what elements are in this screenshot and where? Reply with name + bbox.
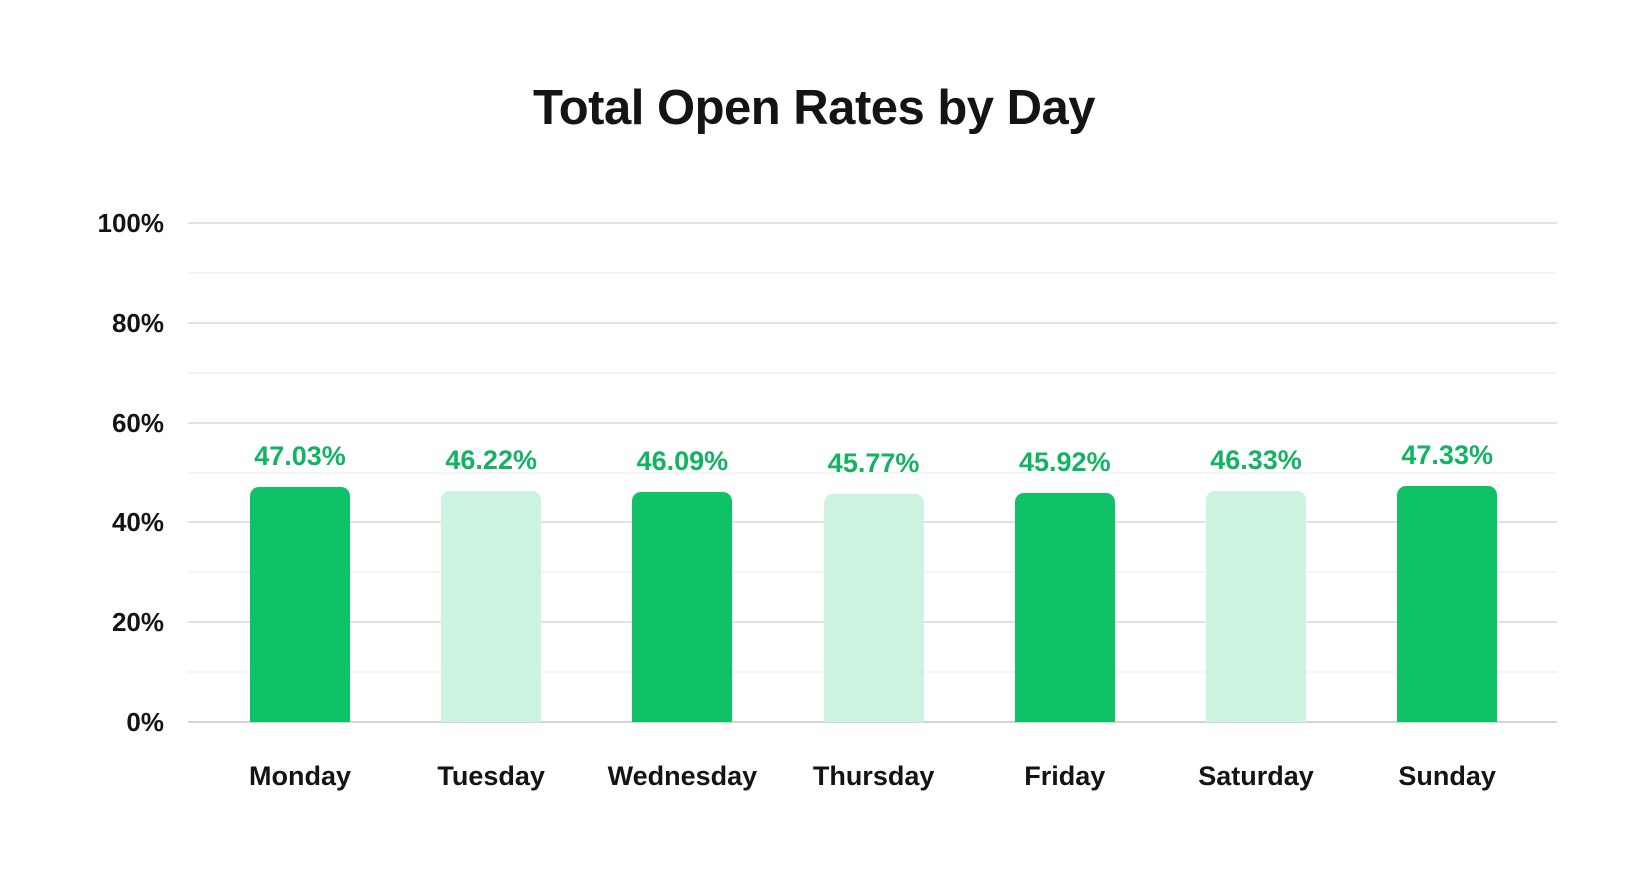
y-axis-tick-20: 20% — [111, 607, 164, 638]
y-axis-tick-80: 80% — [111, 307, 164, 338]
gridline-80-major — [188, 321, 1557, 324]
bar-value-label-wednesday: 46.09% — [636, 446, 729, 476]
x-axis-label-friday: Friday — [1024, 761, 1106, 791]
bar-saturday — [1206, 490, 1306, 722]
bar-sunday — [1397, 485, 1498, 722]
bar-thursday — [823, 493, 924, 722]
gridline-100-major — [188, 222, 1557, 224]
chart-title: Total Open Rates by Day — [532, 81, 1096, 135]
bar-value-label-friday: 45.92% — [1019, 446, 1111, 477]
gridline-60-major — [188, 421, 1557, 424]
y-axis-tick-0: 0% — [126, 707, 164, 737]
y-axis-tick-60: 60% — [111, 407, 164, 438]
gridline-70-minor — [188, 371, 1557, 374]
bar-value-label-tuesday: 46.22% — [445, 445, 537, 476]
x-axis-label-tuesday: Tuesday — [437, 761, 545, 791]
gridline-50-minor — [188, 471, 1557, 474]
gridline-0-major — [188, 721, 1557, 723]
y-axis-tick-100: 100% — [97, 208, 165, 238]
x-axis-label-thursday: Thursday — [812, 761, 935, 791]
x-axis-label-saturday: Saturday — [1198, 761, 1314, 791]
bar-friday — [1014, 492, 1115, 722]
bar-value-label-monday: 47.03% — [254, 441, 346, 472]
bar-tuesday — [441, 491, 542, 722]
bar-monday — [250, 487, 350, 722]
bar-value-label-saturday: 46.33% — [1210, 444, 1302, 475]
x-axis-label-sunday: Sunday — [1398, 761, 1496, 791]
x-axis-label-wednesday: Wednesday — [607, 761, 758, 791]
gridline-90-minor — [188, 271, 1557, 274]
y-axis-tick-40: 40% — [111, 507, 164, 538]
bar-wednesday — [632, 492, 733, 722]
x-axis-label-monday: Monday — [248, 761, 351, 791]
bar-value-label-sunday: 47.33% — [1401, 439, 1493, 470]
bar-value-label-thursday: 45.77% — [827, 447, 920, 478]
